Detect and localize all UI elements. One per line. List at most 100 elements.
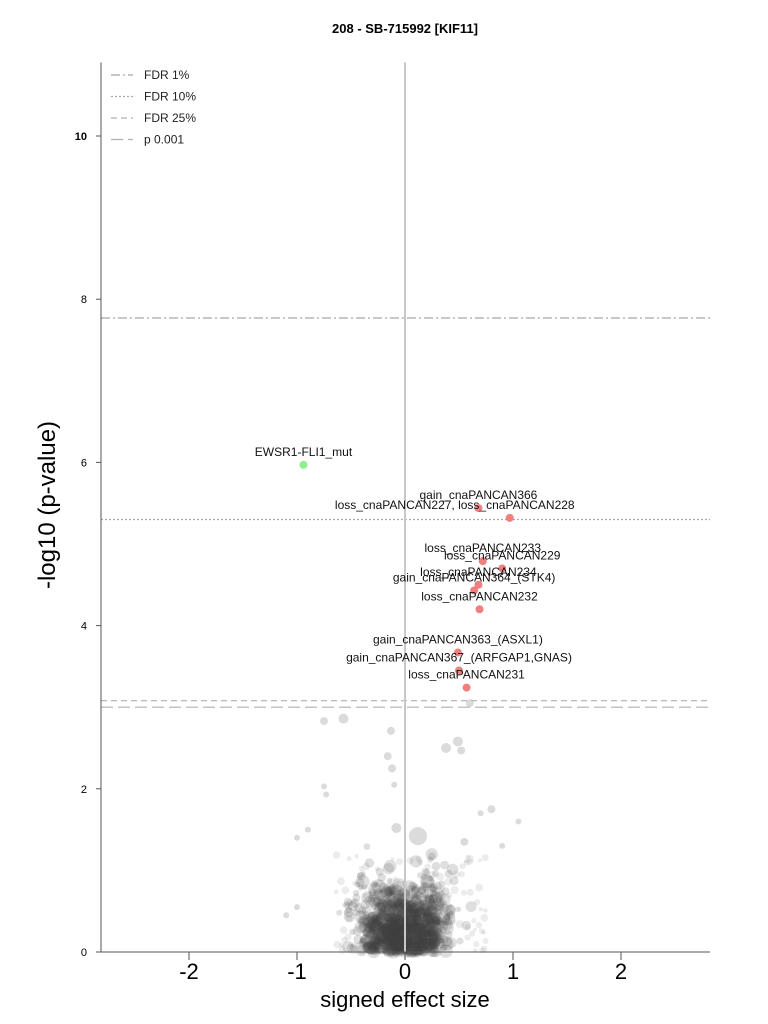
chart-title: 208 - SB-715992 [KIF11] <box>332 21 478 36</box>
cloud-point <box>427 930 436 939</box>
cloud-point <box>391 937 405 952</box>
cloud-point <box>372 931 382 942</box>
cloud-point <box>418 928 424 933</box>
background-point <box>388 764 397 773</box>
cloud-point <box>373 932 385 944</box>
cloud-point <box>358 914 372 929</box>
cloud-point <box>421 915 435 929</box>
cloud-point <box>373 925 382 933</box>
cloud-point <box>337 877 345 886</box>
cloud-point <box>396 915 406 925</box>
cloud-point <box>397 901 404 909</box>
cloud-point <box>434 908 443 917</box>
background-point <box>283 912 290 919</box>
cloud-point <box>406 906 414 914</box>
cloud-point <box>392 924 406 937</box>
cloud-point <box>409 899 417 908</box>
cloud-point <box>427 883 436 893</box>
cloud-point <box>390 857 395 862</box>
cloud-point <box>391 946 401 956</box>
cloud-point <box>393 943 405 954</box>
cloud-point <box>369 926 381 938</box>
cloud-point <box>393 936 402 945</box>
y-tick-label: 4 <box>81 621 87 633</box>
cloud-point <box>439 893 451 905</box>
cloud-point <box>358 910 370 921</box>
cloud-point <box>417 913 427 923</box>
legend: FDR 1% FDR 10% FDR 25% p 0.001 <box>111 68 196 147</box>
cloud-point <box>413 910 421 918</box>
cloud-point <box>413 920 420 928</box>
cloud-point <box>363 942 376 955</box>
cloud-point <box>405 928 412 936</box>
y-tick-label: 10 <box>75 131 87 143</box>
cloud-point <box>383 932 398 946</box>
cloud-point <box>359 923 365 929</box>
background-point <box>452 736 463 747</box>
cloud-point <box>387 883 402 897</box>
cloud-point <box>380 913 394 927</box>
cloud-point <box>385 895 397 907</box>
cloud-point <box>441 944 448 951</box>
cloud-point <box>410 894 423 907</box>
cloud-point <box>374 895 387 908</box>
cloud-point <box>422 928 428 934</box>
cloud-point <box>424 863 431 870</box>
cloud-point <box>387 934 393 940</box>
cloud-point <box>383 923 398 938</box>
cloud-point <box>356 878 365 887</box>
cloud-point <box>421 907 432 918</box>
cloud-point <box>404 906 416 918</box>
highlighted-point <box>478 557 487 566</box>
background-point <box>515 818 522 825</box>
cloud-point <box>364 931 371 938</box>
cloud-point <box>409 919 417 927</box>
cloud-point <box>414 943 420 949</box>
cloud-point <box>417 946 428 957</box>
cloud-point <box>391 922 402 933</box>
cloud-point <box>392 899 402 909</box>
cloud-point <box>372 935 384 946</box>
cloud-point <box>395 937 410 951</box>
cloud-point <box>434 898 448 912</box>
cloud-point <box>407 942 419 953</box>
cloud-point <box>406 905 415 914</box>
cloud-point <box>392 933 402 944</box>
cloud-point <box>423 919 430 926</box>
highlighted-point <box>474 504 483 513</box>
point-label: gain_cnaPANCAN367_(ARFGAP1,GNAS) <box>346 650 572 664</box>
cloud-point <box>405 907 411 913</box>
cloud-point <box>426 930 434 938</box>
cloud-point <box>424 931 438 945</box>
cloud-point <box>405 916 416 927</box>
cloud-point <box>394 921 400 927</box>
y-axis-ticks: 0 2 4 6 8 10 <box>75 131 101 959</box>
cloud-point <box>397 915 404 922</box>
cloud-point <box>392 918 404 930</box>
cloud-point <box>420 916 431 928</box>
cloud-point <box>380 894 392 907</box>
cloud-point <box>370 935 380 945</box>
point-label: loss_cnaPANCAN232 <box>421 589 538 603</box>
cloud-point <box>390 884 405 899</box>
cloud-point <box>400 927 414 941</box>
cloud-point <box>419 874 434 889</box>
cloud-point <box>394 926 405 938</box>
cloud-point <box>385 914 391 920</box>
cloud-point <box>439 934 449 944</box>
cloud-point <box>414 924 426 936</box>
cloud-point <box>389 928 403 942</box>
cloud-point <box>415 931 421 938</box>
cloud-point <box>410 919 418 927</box>
cloud-point <box>424 922 436 934</box>
cloud-point <box>410 942 420 953</box>
cloud-point <box>455 920 464 929</box>
cloud-point <box>392 937 401 945</box>
cloud-point <box>379 926 388 936</box>
cloud-point <box>353 934 363 944</box>
cloud-point <box>366 920 375 929</box>
cloud-point <box>391 914 400 922</box>
cloud-point <box>375 898 388 910</box>
cloud-point <box>392 937 399 944</box>
cloud-point <box>396 936 403 943</box>
